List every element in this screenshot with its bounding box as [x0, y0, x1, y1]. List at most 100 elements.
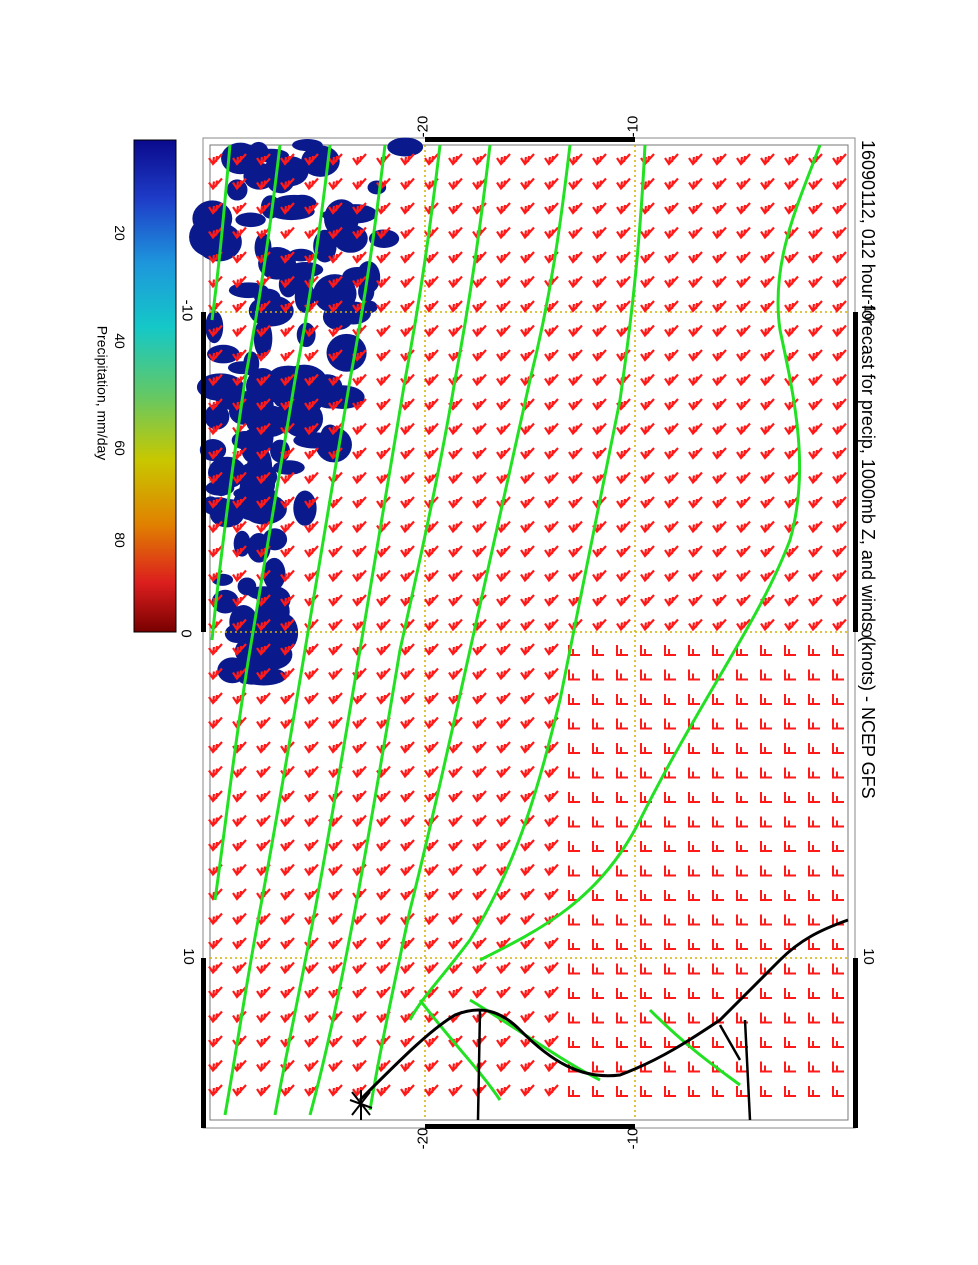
- wind-barb: [496, 447, 511, 460]
- wind-barb: [736, 1086, 748, 1097]
- wind-barb: [832, 545, 847, 558]
- wind-barb: [352, 153, 367, 166]
- wind-barb: [688, 324, 703, 338]
- wind-barb: [232, 863, 247, 877]
- wind-barb: [208, 1035, 223, 1048]
- wind-barb: [232, 594, 247, 607]
- wind-barb: [400, 863, 415, 877]
- wind-barb: [496, 643, 511, 656]
- wind-barb: [376, 839, 391, 852]
- wind-barb: [448, 545, 463, 558]
- wind-barb: [832, 988, 844, 999]
- wind-barb: [592, 645, 604, 656]
- wind-barb: [328, 275, 343, 289]
- wind-barb: [568, 520, 583, 534]
- right-tick-1: -10: [860, 299, 878, 322]
- wind-barb: [664, 743, 676, 754]
- bottom-tick-1: -20: [414, 1127, 432, 1150]
- wind-barb: [496, 716, 511, 730]
- wind-barb: [784, 324, 799, 338]
- wind-barb: [520, 986, 535, 999]
- wind-barb: [232, 373, 247, 387]
- wind-barb: [808, 471, 823, 485]
- wind-barb: [472, 177, 487, 191]
- wind-barb: [280, 643, 295, 656]
- wind-barb: [280, 569, 295, 583]
- wind-barb: [232, 153, 247, 166]
- wind-barb: [640, 422, 655, 436]
- precip-blob: [192, 200, 233, 237]
- wind-barb: [592, 914, 604, 926]
- wind-barb: [736, 618, 751, 632]
- wind-barb: [832, 251, 847, 264]
- wind-barb: [280, 202, 295, 215]
- wind-barb: [472, 422, 487, 436]
- wind-barb: [832, 471, 847, 485]
- wind-barb: [712, 251, 727, 264]
- wind-barb: [448, 594, 463, 607]
- wind-barb: [640, 300, 655, 313]
- wind-barb: [232, 888, 247, 901]
- wind-barb: [472, 790, 487, 803]
- wind-barb: [736, 963, 748, 975]
- wind-barb: [568, 447, 583, 460]
- wind-barb: [424, 324, 439, 338]
- wind-barb: [304, 961, 319, 975]
- wind-barb: [712, 422, 727, 436]
- wind-barb: [712, 471, 727, 485]
- wind-barb: [520, 1084, 535, 1097]
- wind-barb: [760, 694, 772, 705]
- precip-blob: [235, 212, 266, 228]
- wind-barb: [208, 226, 223, 240]
- wind-barb: [424, 373, 439, 387]
- wind-barb: [760, 939, 772, 950]
- wind-barb: [544, 1059, 559, 1073]
- wind-barb: [568, 398, 583, 411]
- wind-barb: [256, 961, 271, 975]
- wind-barb: [712, 520, 727, 534]
- wind-barb: [304, 765, 319, 779]
- wind-barb: [784, 1061, 796, 1073]
- wind-barb: [400, 667, 415, 681]
- contour-line: [213, 144, 332, 901]
- axis-bar-left-1: [201, 312, 206, 632]
- wind-barb: [304, 471, 319, 485]
- wind-barb: [784, 569, 799, 583]
- wind-barb: [736, 865, 748, 877]
- wind-barb: [304, 226, 319, 240]
- wind-barb: [808, 300, 823, 313]
- wind-barb: [472, 300, 487, 313]
- wind-barb: [520, 349, 535, 362]
- wind-barb: [568, 300, 583, 313]
- wind-barb: [328, 153, 343, 166]
- right-tick-3: 10: [859, 948, 877, 965]
- wind-barb: [640, 1086, 652, 1097]
- wind-barb: [448, 471, 463, 485]
- wind-barb: [592, 373, 607, 387]
- wind-barb: [712, 939, 724, 950]
- wind-barb: [352, 177, 367, 191]
- wind-barb: [280, 594, 295, 607]
- wind-barb: [664, 718, 676, 730]
- wind-barb: [832, 569, 847, 583]
- wind-barb: [328, 324, 343, 338]
- wind-barb: [832, 645, 844, 656]
- wind-barb: [400, 692, 415, 705]
- wind-barb: [376, 1084, 391, 1097]
- wind-barb: [568, 569, 583, 583]
- wind-barb: [832, 1086, 844, 1097]
- wind-barb: [472, 888, 487, 901]
- wind-barb: [592, 792, 604, 803]
- wind-barb: [760, 890, 772, 901]
- wind-barb: [304, 1010, 319, 1024]
- wind-barb: [232, 226, 247, 240]
- wind-barb: [304, 202, 319, 215]
- wind-barb: [352, 1010, 367, 1024]
- precip-blob: [273, 460, 305, 475]
- wind-barb: [760, 324, 775, 338]
- wind-barb: [328, 251, 343, 264]
- wind-barb: [760, 1061, 772, 1073]
- colorbar-tick-40: 40: [111, 333, 128, 349]
- wind-barb: [376, 667, 391, 681]
